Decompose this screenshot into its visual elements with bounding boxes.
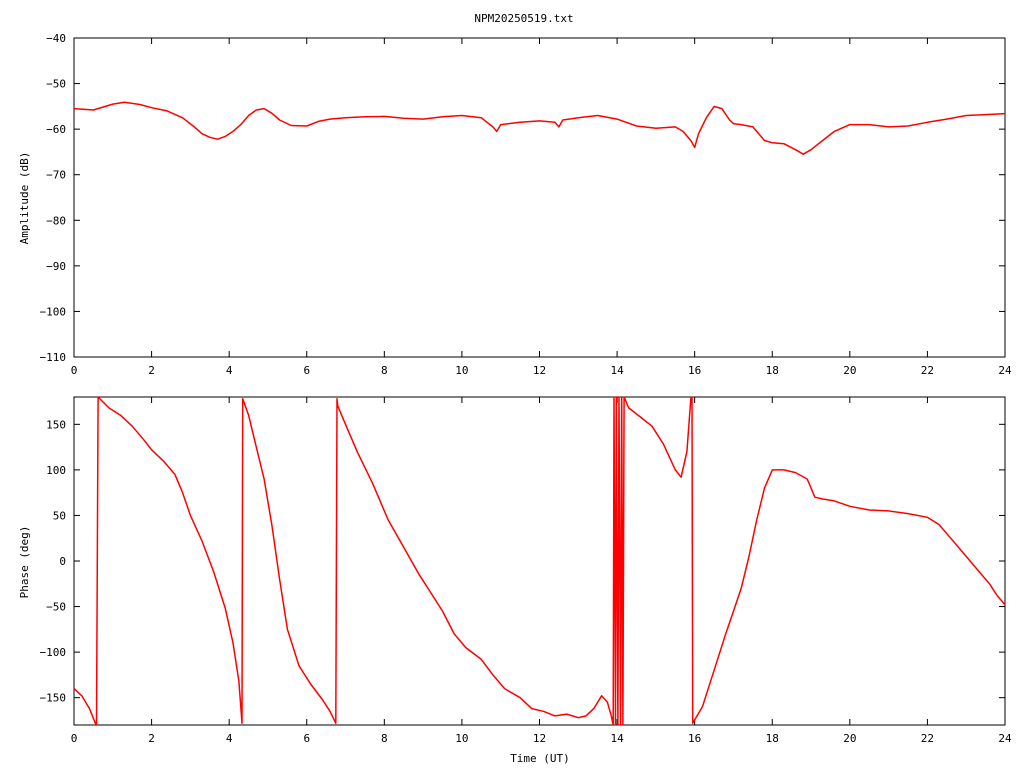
amplitude-y-tick-label: −80 — [46, 214, 66, 227]
phase-x-tick-label: 22 — [921, 732, 934, 745]
amplitude-x-tick-label: 6 — [303, 364, 310, 377]
phase-x-tick-label: 24 — [998, 732, 1012, 745]
amplitude-y-tick-label: −90 — [46, 260, 66, 273]
amplitude-y-tick-label: −40 — [46, 32, 66, 45]
amplitude-x-tick-label: 4 — [226, 364, 233, 377]
phase-x-tick-label: 8 — [381, 732, 388, 745]
amplitude-y-tick-label: −50 — [46, 78, 66, 91]
phase-series-line — [73, 396, 1006, 726]
phase-panel: Phase (deg) Time (UT) 0 2 4 6 8 10 12 14 16 18 20 2… — [18, 396, 1012, 765]
phase-y-tick-label: −50 — [46, 601, 66, 614]
amplitude-x-tick-label: 12 — [533, 364, 546, 377]
amplitude-y-tick-label: −110 — [40, 351, 67, 364]
phase-x-tick-label: 14 — [610, 732, 624, 745]
phase-x-tick-label: 12 — [533, 732, 546, 745]
phase-y-tick-label: 100 — [46, 464, 66, 477]
phase-x-tick-label: 4 — [226, 732, 233, 745]
amplitude-x-tick-label: 22 — [921, 364, 934, 377]
phase-x-tick-label: 18 — [766, 732, 779, 745]
amplitude-x-tick-label: 0 — [71, 364, 78, 377]
amplitude-x-tick-label: 18 — [766, 364, 779, 377]
amplitude-x-tick-label: 2 — [148, 364, 155, 377]
amplitude-y-axis-label: Amplitude (dB) — [18, 152, 31, 245]
amplitude-y-tick-label: −70 — [46, 169, 66, 182]
phase-x-tick-label: 6 — [303, 732, 310, 745]
phase-x-tick-label: 2 — [148, 732, 155, 745]
amplitude-series-line — [73, 101, 1006, 155]
phase-y-tick-label: −100 — [40, 646, 67, 659]
phase-x-tick-label: 10 — [455, 732, 468, 745]
phase-y-tick-label: 50 — [53, 509, 66, 522]
chart-title: NPM20250519.txt — [474, 12, 573, 25]
amplitude-x-tick-label: 8 — [381, 364, 388, 377]
phase-x-tick-label: 16 — [688, 732, 701, 745]
amplitude-x-tick-label: 10 — [455, 364, 468, 377]
amplitude-x-tick-label: 20 — [843, 364, 856, 377]
amplitude-x-tick-label: 14 — [610, 364, 624, 377]
amplitude-x-tick-label: 24 — [998, 364, 1012, 377]
phase-y-tick-label: 0 — [59, 555, 66, 568]
amplitude-panel: Amplitude (dB) 0 2 4 6 8 10 12 14 16 18 20 22 24−110… — [18, 32, 1012, 377]
phase-x-tick-label: 20 — [843, 732, 856, 745]
phase-y-axis-label: Phase (deg) — [18, 526, 31, 599]
amplitude-x-tick-label: 16 — [688, 364, 701, 377]
amplitude-y-tick-label: −60 — [46, 123, 66, 136]
phase-x-axis-label: Time (UT) — [510, 752, 570, 765]
phase-y-tick-label: −150 — [40, 692, 67, 705]
phase-y-tick-label: 150 — [46, 418, 66, 431]
amplitude-y-tick-label: −100 — [40, 305, 67, 318]
phase-x-tick-label: 0 — [71, 732, 78, 745]
